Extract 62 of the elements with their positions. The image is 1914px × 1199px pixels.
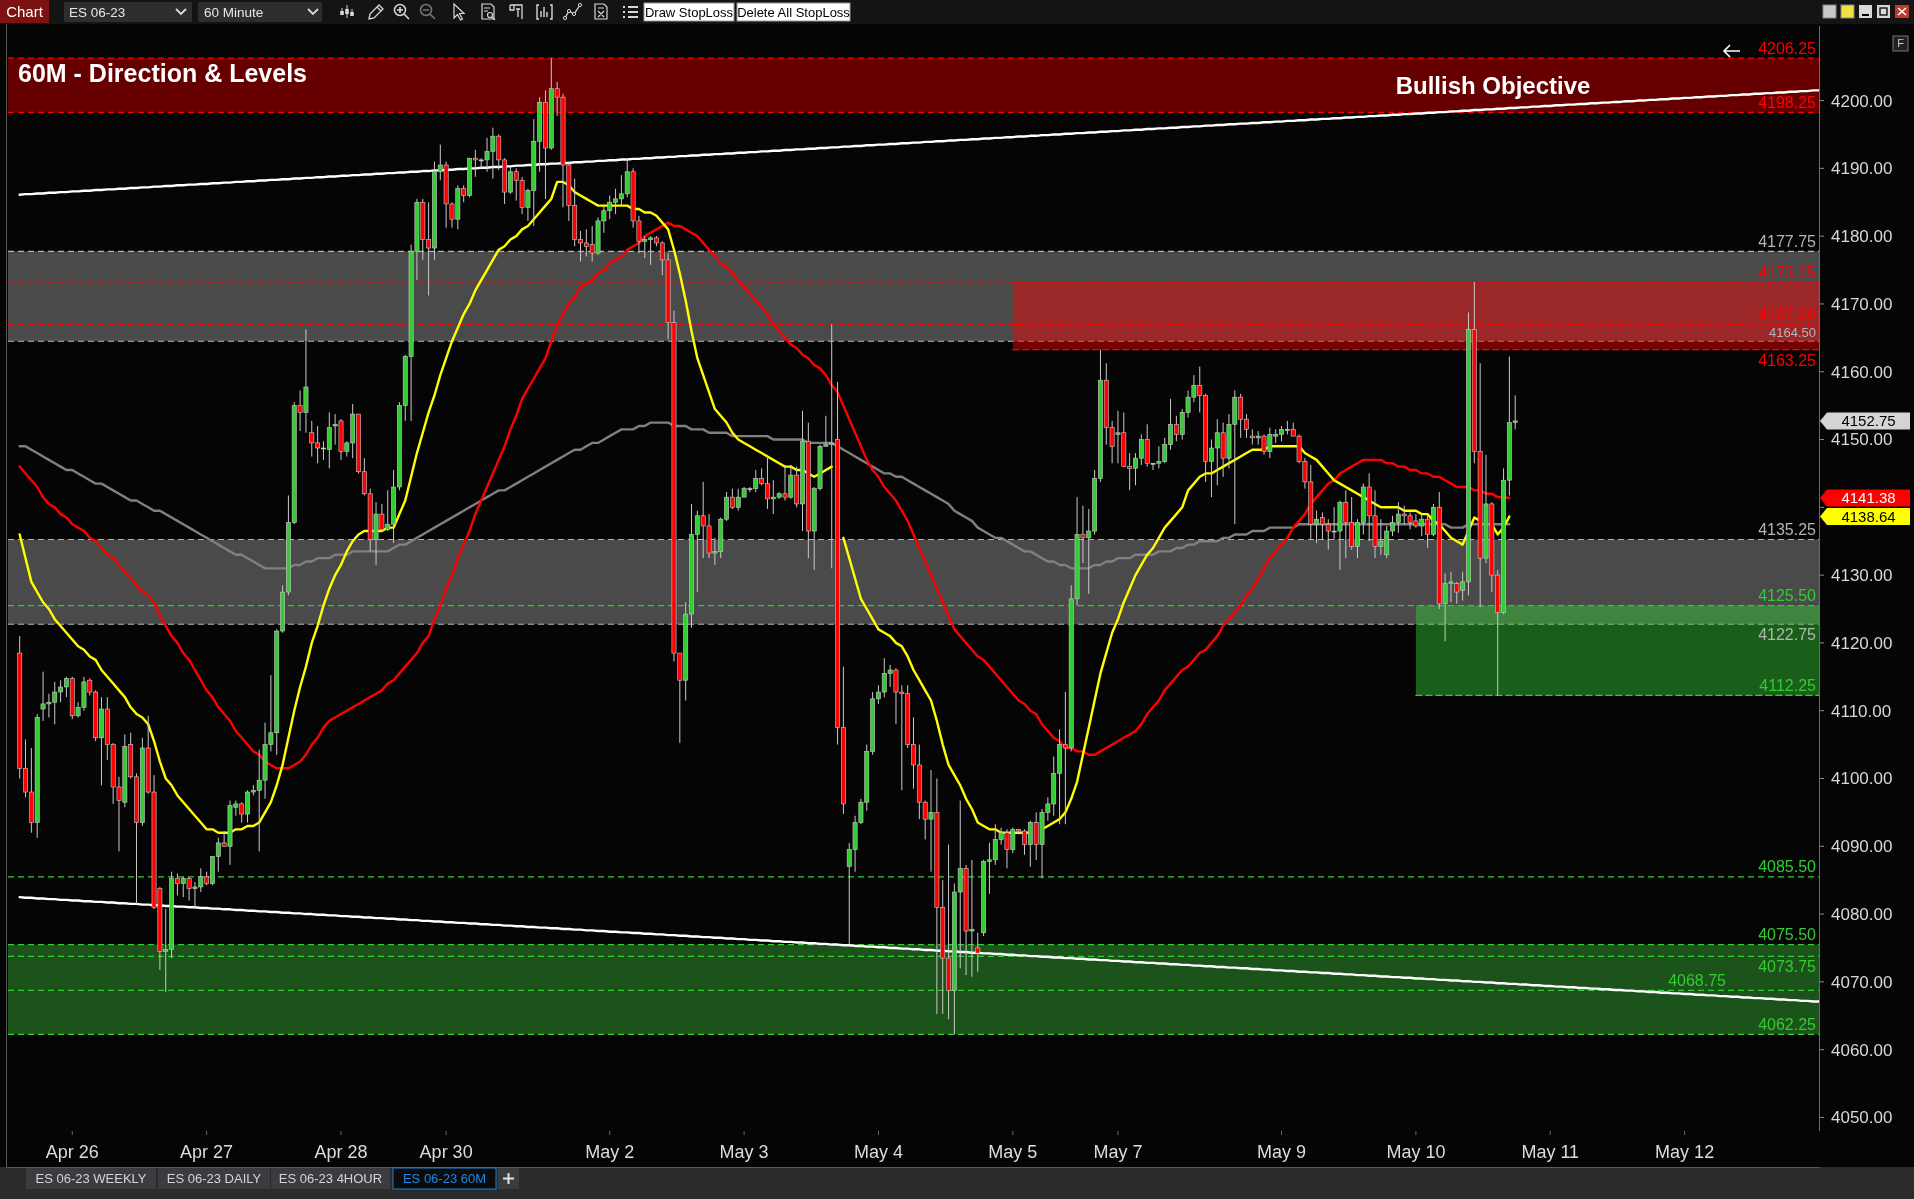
y-tick-label: 4060.00	[1831, 1040, 1893, 1060]
text: ES 06-23 60M	[402, 1171, 487, 1187]
y-tick-label: 4070.00	[1831, 972, 1893, 992]
x-tick-label: May 10	[1386, 1142, 1446, 1163]
line-series	[18, 421, 1511, 570]
ref-line-label: 4198.25	[1758, 94, 1817, 112]
data-label: 4112.25	[1759, 677, 1817, 695]
ref-line-label: 4164.50	[1769, 325, 1816, 341]
text: 60M - Direction & Levels	[18, 59, 307, 87]
x-tick-label: May 4	[853, 1142, 903, 1163]
data-label: 4163.25	[1758, 351, 1817, 369]
text: F	[1897, 37, 1905, 50]
band-label: Bullish Objective	[1395, 71, 1591, 99]
text: ES 06-23 4HOUR	[278, 1171, 383, 1187]
y-tick-label: 4170.00	[1831, 294, 1893, 314]
y-tick-label: 4050.00	[1831, 1108, 1893, 1128]
ref-line-label: 4167.00	[1758, 305, 1817, 323]
y-tick-label: 4100.00	[1831, 769, 1893, 789]
ref-line-label: 4173.25	[1758, 263, 1817, 281]
text: ES 06-23 WEEKLY	[35, 1171, 147, 1187]
ref-line-label: 4206.25	[1758, 39, 1817, 57]
ref-line-label: 4062.25	[1758, 1016, 1817, 1034]
text: 4138.64	[1841, 507, 1896, 525]
y-tick-label: 4090.00	[1831, 837, 1893, 857]
x-tick-label: May 5	[988, 1142, 1038, 1163]
y-tick-label: 4080.00	[1831, 905, 1893, 925]
y-tick-label: 4120.00	[1831, 633, 1893, 653]
x-tick-label: May 9	[1257, 1142, 1307, 1163]
ref-line-label: 4135.25	[1758, 521, 1817, 539]
line-series	[18, 895, 1819, 1003]
y-tick-label: 4150.00	[1831, 430, 1893, 450]
x-tick-label: Apr 28	[314, 1142, 368, 1163]
y-tick-label: 4190.00	[1831, 159, 1893, 179]
ref-line-label: 4177.75	[1758, 233, 1817, 251]
text: Draw StopLoss	[644, 4, 734, 20]
x-tick-label: May 12	[1655, 1142, 1715, 1163]
x-tick-label: May 7	[1093, 1142, 1143, 1163]
y-tick-label: 4130.00	[1831, 566, 1893, 586]
x-tick-label: Apr 30	[419, 1142, 473, 1163]
text: 4152.75	[1841, 412, 1896, 430]
y-tick-label: 4160.00	[1831, 362, 1893, 382]
x-tick-label: Apr 26	[45, 1142, 99, 1163]
ref-line-label: 4122.75	[1758, 626, 1817, 644]
text: Chart	[6, 2, 44, 20]
ref-line-label: 4125.50	[1758, 587, 1817, 605]
ref-line-label: 4068.75	[1668, 971, 1727, 989]
x-tick-label: May 2	[585, 1142, 635, 1163]
ref-line-label: 4075.50	[1758, 926, 1817, 944]
y-tick-label: 4110.00	[1831, 701, 1892, 721]
y-tick-label: 4180.00	[1831, 227, 1893, 247]
text: ES 06-23	[69, 4, 126, 20]
x-tick-label: May 11	[1521, 1142, 1580, 1163]
ref-line-label: 4073.75	[1758, 958, 1817, 976]
x-tick-label: Apr 27	[180, 1142, 234, 1163]
candlestick	[975, 932, 981, 973]
text: ES 06-23 DAILY	[166, 1171, 262, 1187]
text: 60 Minute	[204, 4, 264, 20]
x-tick-label: May 3	[719, 1142, 769, 1163]
ref-line-label: 4085.50	[1758, 858, 1817, 876]
text: Delete All StopLoss	[737, 4, 851, 20]
text: 4141.38	[1841, 489, 1896, 507]
y-tick-label: 4200.00	[1831, 91, 1893, 111]
